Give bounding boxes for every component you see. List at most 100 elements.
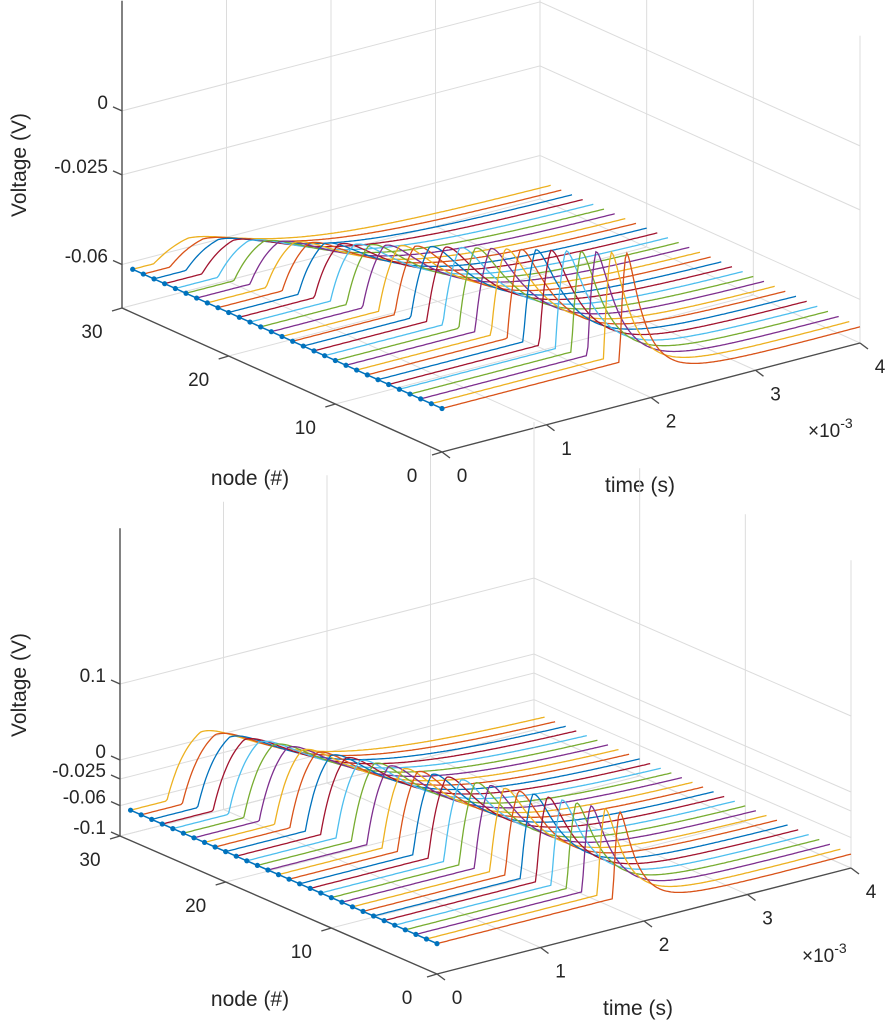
x-tick-label: 2 <box>659 935 670 956</box>
bottom-plot: Voltage (V) node (#) time (s) ×10-3 0 1 2 3… <box>8 422 877 1020</box>
marker-dot <box>381 918 387 924</box>
markers <box>130 266 445 412</box>
trace-node-15 <box>281 244 701 338</box>
y-tick-label: 30 <box>79 850 100 871</box>
marker-dot <box>149 816 155 823</box>
marker-dot <box>215 305 221 311</box>
marker-dot <box>407 391 413 397</box>
y-tick <box>325 403 336 408</box>
marker-dot <box>423 936 430 942</box>
marker-dot <box>297 881 303 887</box>
markers <box>127 807 440 947</box>
marker-line <box>130 809 438 945</box>
z-tick <box>110 679 121 685</box>
trace-node-9 <box>345 247 765 366</box>
marker-dot <box>439 405 445 412</box>
trace-node-6 <box>373 793 788 917</box>
z-tick-label: -0.06 <box>63 788 106 809</box>
trace-node-17 <box>260 241 679 328</box>
marker-line <box>132 268 443 410</box>
marker-dot <box>360 908 366 915</box>
x-tick <box>441 451 451 459</box>
marker-dot <box>275 872 282 878</box>
trace-node-5 <box>384 796 799 922</box>
y-tick-label: 0 <box>402 988 413 1009</box>
y-tick <box>109 835 121 840</box>
y-axis-label: node (#) <box>211 988 289 1011</box>
marker-dot <box>204 300 210 306</box>
x-tick <box>436 973 446 981</box>
grid <box>119 422 852 975</box>
grid-line-x-floor <box>539 198 861 344</box>
trace-node-26 <box>162 730 577 825</box>
trace-node-15 <box>278 767 693 876</box>
z-tick-label: 0 <box>97 93 108 114</box>
y-tick-label: 10 <box>295 418 316 439</box>
marker-dot <box>318 890 324 896</box>
trace-node-27 <box>153 194 573 280</box>
grid-line-z <box>119 699 852 839</box>
marker-dot <box>140 271 146 277</box>
x-tick <box>650 396 660 405</box>
x-axis-label: time (s) <box>603 997 673 1020</box>
x-tick <box>643 920 653 928</box>
x-tick-label: 0 <box>452 988 463 1009</box>
trace-node-4 <box>394 799 809 926</box>
trace-node-3 <box>405 802 820 931</box>
trace-node-26 <box>164 198 583 285</box>
marker-dot <box>191 835 197 841</box>
grid-line-z <box>121 1 861 147</box>
y-tick-label: 20 <box>185 896 206 917</box>
marker-dot <box>428 401 434 407</box>
marker-dot <box>300 343 306 349</box>
trace-node-18 <box>246 759 661 862</box>
x-tick-label: 0 <box>457 466 468 487</box>
trace-node-2 <box>420 250 839 400</box>
marker-dot <box>354 367 360 373</box>
marker-dot <box>180 830 186 836</box>
marker-dot <box>212 844 218 850</box>
trace-node-23 <box>196 213 615 299</box>
x-tick-label: 4 <box>866 882 877 903</box>
marker-dot <box>254 862 260 869</box>
trace-node-2 <box>415 804 831 936</box>
grid-line-x-floor <box>326 782 645 922</box>
marker-dot <box>194 295 200 301</box>
marker-dot <box>247 319 253 325</box>
trace-node-19 <box>236 756 651 857</box>
z-tick-label: 0 <box>95 742 106 763</box>
marker-dot <box>286 876 292 882</box>
x-tick-label: 4 <box>875 357 886 378</box>
marker-dot <box>279 333 285 340</box>
trace-node-16 <box>267 765 683 871</box>
marker-dot <box>226 309 232 316</box>
marker-dot <box>339 899 345 905</box>
y-tick-label: 10 <box>291 942 312 963</box>
marker-dot <box>130 266 136 272</box>
trace-node-6 <box>377 249 797 381</box>
trace-node-4 <box>399 249 818 390</box>
marker-dot <box>258 324 264 330</box>
marker-dot <box>201 839 208 846</box>
trace-node-1 <box>426 807 841 940</box>
marker-dot <box>371 913 377 919</box>
z-axis-label: Voltage (V) <box>8 633 31 737</box>
marker-dot <box>328 895 334 901</box>
marker-dot <box>159 821 165 827</box>
z-axis-label: Voltage (V) <box>8 113 31 217</box>
z-tick-label: -0.025 <box>52 761 106 782</box>
x-tick <box>540 946 549 955</box>
marker-dot <box>170 826 176 832</box>
z-tick-label: 0.1 <box>80 666 106 687</box>
x-tick-label: 2 <box>666 412 677 433</box>
x-tick <box>747 893 756 902</box>
grid-line-z <box>119 577 852 717</box>
grid-line-z <box>119 729 852 869</box>
x-tick <box>859 342 869 350</box>
x-tick-label: 1 <box>555 962 566 983</box>
marker-dot <box>434 941 440 947</box>
trace-node-10 <box>335 247 754 362</box>
grid-line-z <box>121 65 861 211</box>
marker-dot <box>392 922 398 928</box>
